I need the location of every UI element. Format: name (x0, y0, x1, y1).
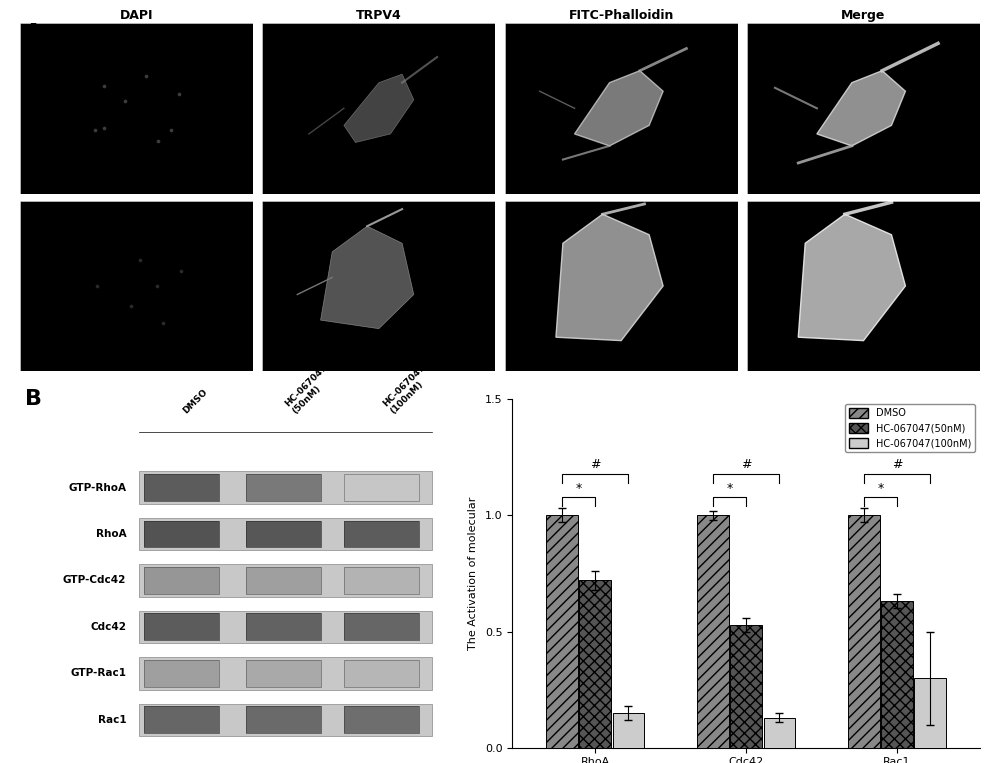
Bar (344, 567, 419, 594)
Bar (246, 520, 321, 548)
Bar (246, 613, 321, 640)
Bar (613, 713, 644, 748)
Text: U87: U87 (85, 33, 112, 47)
Bar (246, 567, 321, 594)
Point (155, 317, 171, 329)
Point (96, 122, 112, 134)
Bar (344, 660, 419, 687)
Point (89, 280, 105, 292)
Text: *: * (877, 481, 884, 494)
Text: Cdc42: Cdc42 (90, 622, 126, 632)
Bar (848, 516, 880, 748)
Title: FITC-Phalloidin: FITC-Phalloidin (568, 8, 674, 21)
Polygon shape (575, 71, 663, 146)
Point (150, 135, 166, 147)
Bar (344, 567, 419, 594)
Text: RhoA: RhoA (96, 529, 126, 539)
Point (163, 124, 179, 136)
Bar (144, 660, 219, 687)
Point (123, 300, 139, 312)
Bar (730, 625, 762, 748)
Bar (344, 707, 419, 733)
Point (117, 95, 133, 108)
Text: DMSO: DMSO (182, 388, 210, 416)
Point (171, 88, 187, 100)
Bar (344, 520, 419, 548)
Bar (144, 613, 219, 640)
Text: #: # (892, 459, 902, 472)
Bar (139, 610, 432, 643)
Bar (144, 567, 219, 594)
Text: *: * (575, 481, 582, 494)
Bar (144, 567, 219, 594)
Text: Rac1: Rac1 (98, 715, 126, 725)
Bar (697, 516, 729, 748)
Bar (546, 516, 578, 748)
Bar (344, 520, 419, 548)
Polygon shape (556, 214, 663, 340)
Bar (144, 520, 219, 548)
Bar (139, 518, 432, 550)
Bar (344, 474, 419, 501)
Bar (144, 474, 219, 501)
Bar (344, 660, 419, 687)
Polygon shape (321, 226, 414, 329)
Text: HC-067047
(100nM): HC-067047 (100nM) (381, 362, 435, 416)
Bar (144, 613, 219, 640)
Text: DMSO: DMSO (25, 127, 67, 140)
Point (173, 265, 189, 277)
Text: GTP-Rac1: GTP-Rac1 (70, 668, 126, 678)
Text: #: # (741, 459, 751, 472)
Polygon shape (798, 214, 905, 340)
Title: Merge: Merge (841, 8, 886, 21)
Legend: DMSO, HC-067047(50nM), HC-067047(100nM): DMSO, HC-067047(50nM), HC-067047(100nM) (845, 404, 975, 452)
Bar (579, 581, 611, 748)
Bar (246, 520, 321, 548)
Text: GTP-Cdc42: GTP-Cdc42 (63, 575, 126, 585)
Title: DAPI: DAPI (120, 8, 153, 21)
Point (149, 280, 165, 292)
Text: GTP-RhoA: GTP-RhoA (68, 482, 126, 493)
Bar (144, 660, 219, 687)
Y-axis label: The Activation of molecular: The Activation of molecular (468, 497, 478, 650)
Text: A: A (25, 23, 42, 43)
Bar (246, 567, 321, 594)
Bar (914, 678, 946, 748)
Bar (246, 707, 321, 733)
Bar (139, 703, 432, 736)
Polygon shape (817, 71, 905, 146)
Point (96, 79, 112, 92)
Point (132, 254, 148, 266)
Bar (246, 613, 321, 640)
Bar (246, 707, 321, 733)
Bar (144, 474, 219, 501)
Bar (344, 474, 419, 501)
Bar (344, 613, 419, 640)
Bar (881, 601, 913, 748)
Bar (139, 657, 432, 690)
Bar (246, 474, 321, 501)
Bar (344, 707, 419, 733)
Point (87, 124, 103, 136)
Bar (246, 660, 321, 687)
Bar (246, 474, 321, 501)
Point (138, 70, 154, 82)
Bar (144, 707, 219, 733)
Bar (764, 717, 795, 748)
Text: HC-067047
(50nM): HC-067047 (50nM) (284, 362, 337, 416)
Bar (139, 472, 432, 504)
Bar (246, 660, 321, 687)
Bar (139, 564, 432, 597)
Text: #: # (590, 459, 600, 472)
Bar (144, 707, 219, 733)
Text: HC-067047
100nM: HC-067047 100nM (22, 265, 99, 292)
Text: B: B (25, 389, 42, 409)
Polygon shape (344, 74, 414, 143)
Text: *: * (726, 481, 733, 494)
Bar (144, 520, 219, 548)
Title: TRPV4: TRPV4 (356, 8, 402, 21)
Bar (344, 613, 419, 640)
